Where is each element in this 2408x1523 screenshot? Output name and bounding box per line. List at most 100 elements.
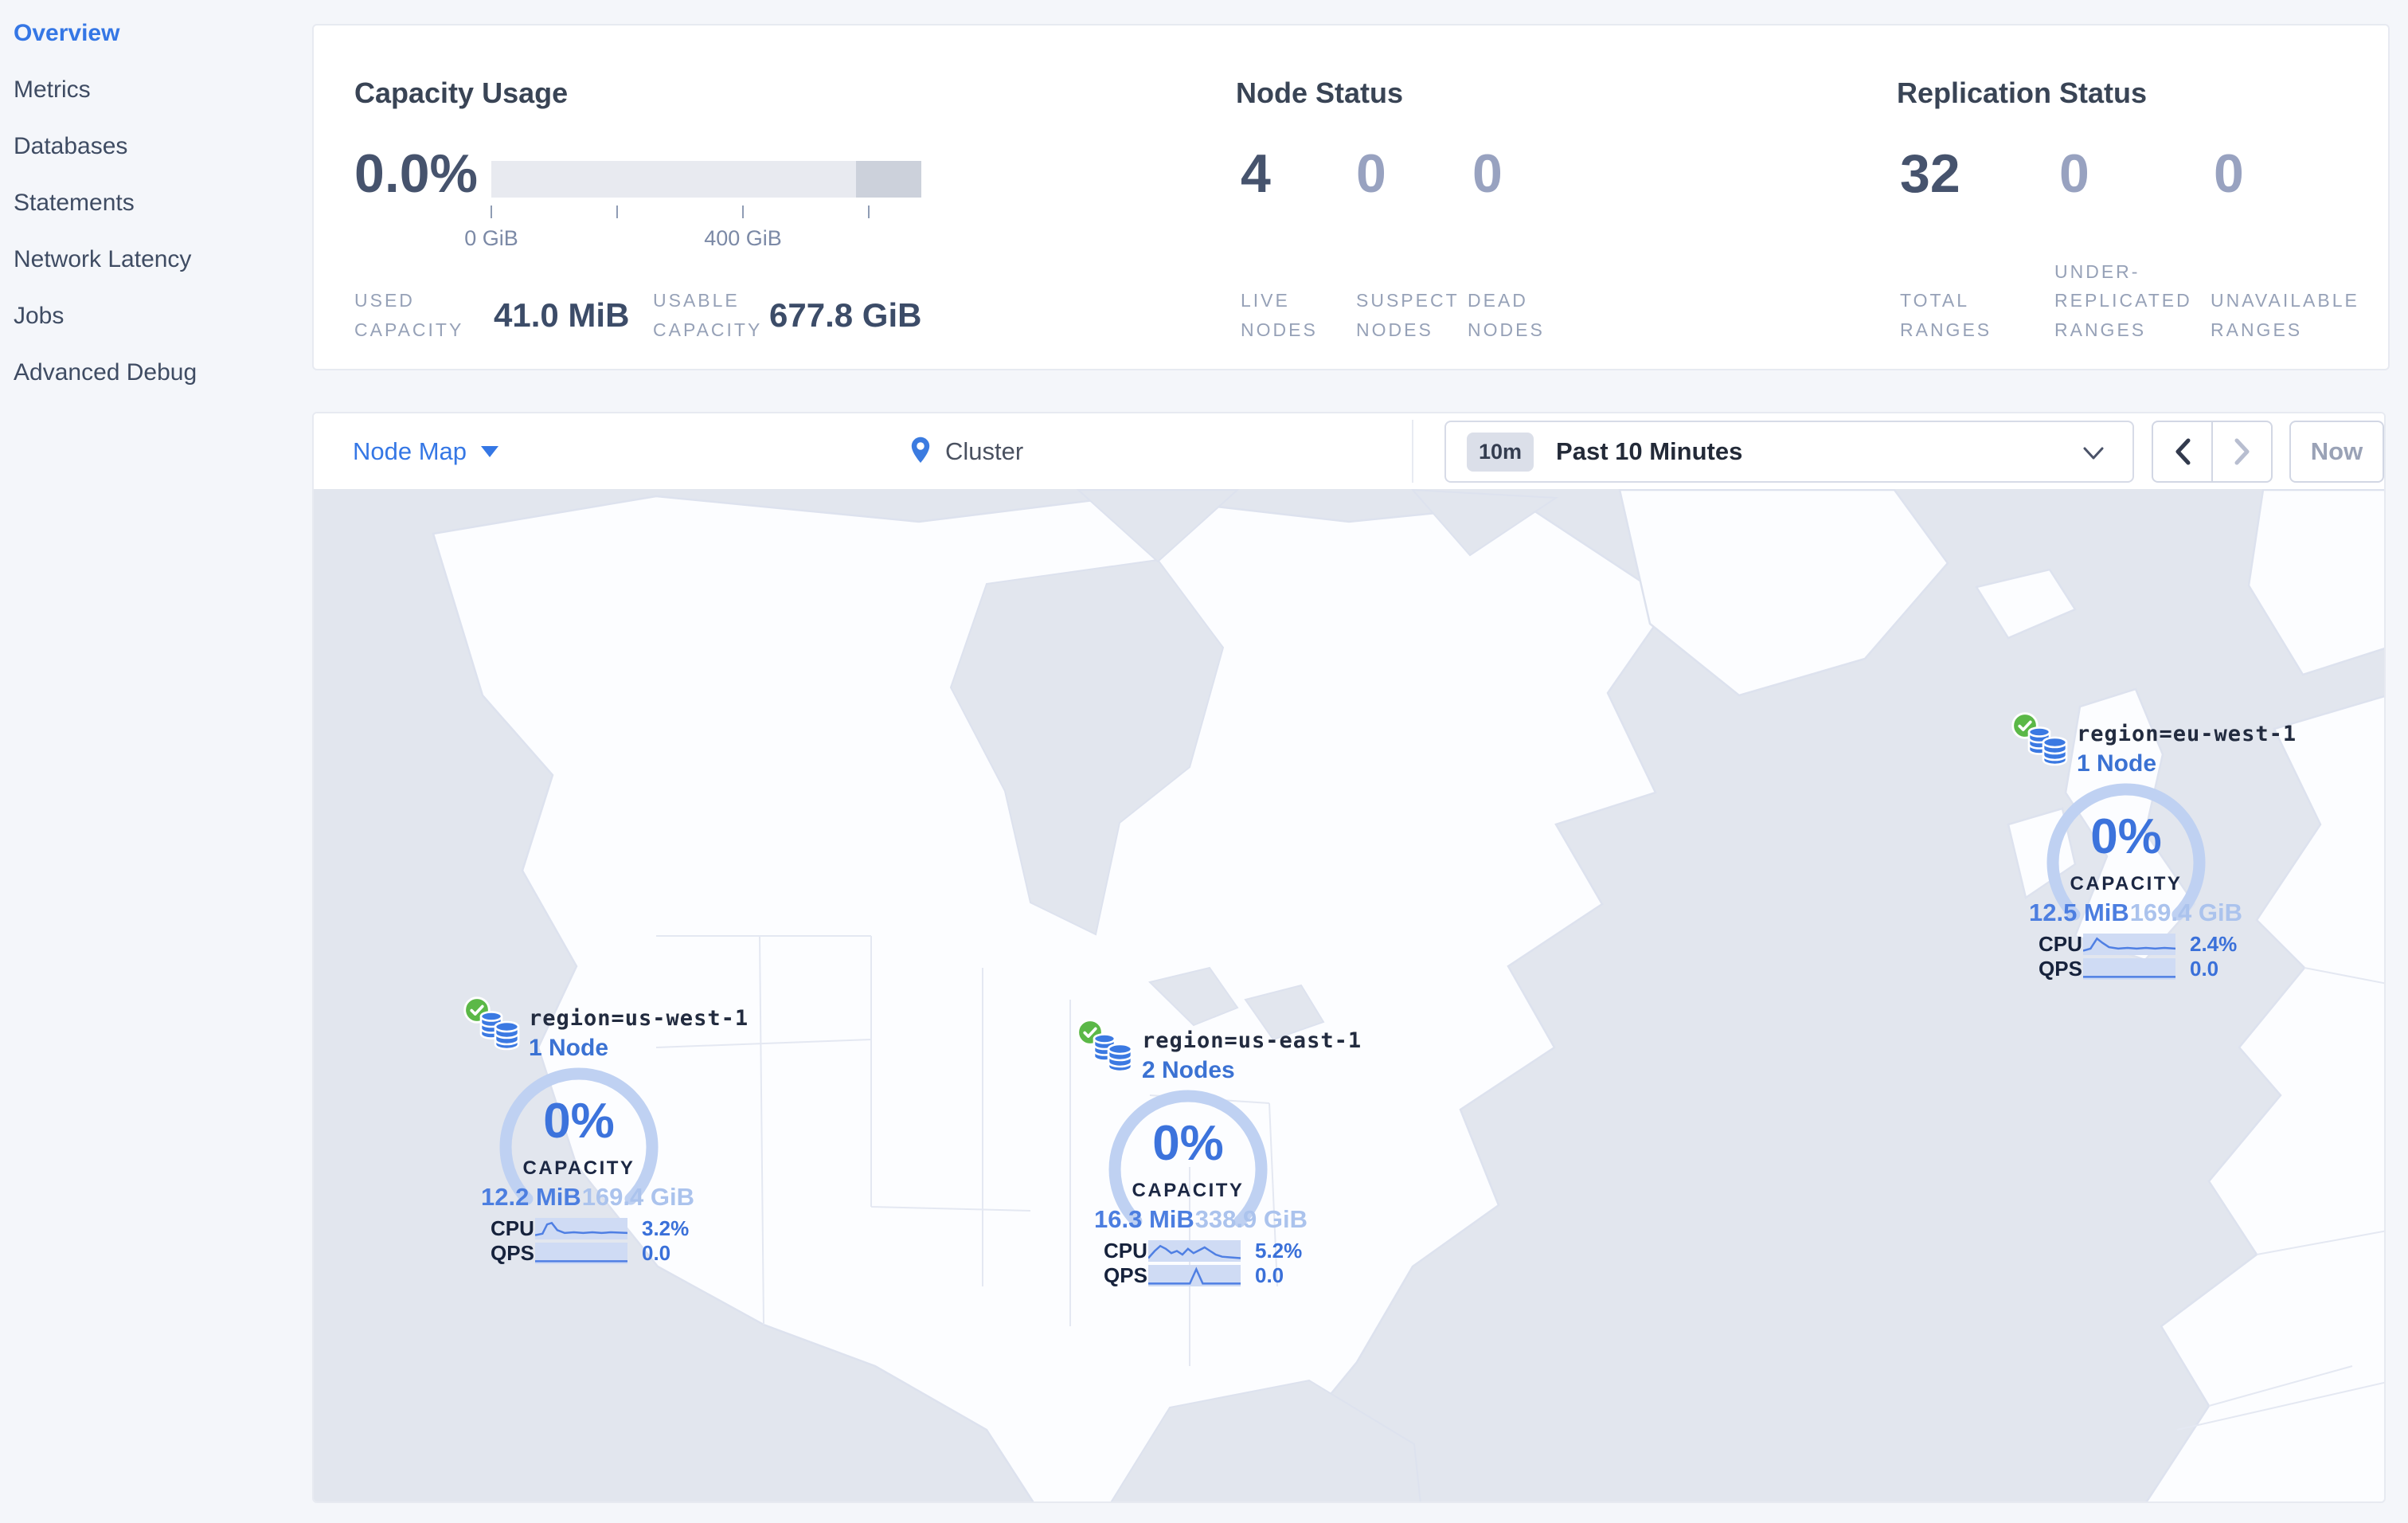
node-count-link[interactable]: 2 Nodes (1142, 1057, 1235, 1083)
live-nodes-label: LIVE NODES (1241, 290, 1318, 341)
under-replicated-ranges-label: UNDER-REPLICATED RANGES (2054, 260, 2192, 341)
axis-tick (616, 206, 618, 218)
previous-time-button[interactable] (2153, 422, 2213, 481)
qps-sparkline (1148, 1264, 1241, 1286)
qps-sparkline (2083, 957, 2175, 980)
capacity-usage-title: Capacity Usage (354, 76, 569, 109)
used-capacity: 12.5 MiB (2029, 899, 2129, 926)
replication-status-title: Replication Status (1897, 76, 2148, 109)
sidebar: Overview Metrics Databases Statements Ne… (0, 0, 312, 1523)
toolbar-divider (1412, 420, 1413, 483)
total-ranges-label: TOTAL RANGES (1900, 290, 1992, 341)
chevron-down-icon (2083, 447, 2104, 460)
node-count-link[interactable]: 1 Node (2077, 750, 2157, 777)
region-label[interactable]: region=us-west-1 (529, 1006, 749, 1031)
qps-label: QPS (491, 1240, 534, 1265)
capacity-minmax: 16.3 MiB 338.9 GiB (1094, 1205, 1308, 1234)
sidebar-item-network-latency[interactable]: Network Latency (14, 246, 192, 272)
world-map (432, 489, 2384, 1501)
cpu-label: CPU (2039, 931, 2082, 956)
used-capacity-value: 41.0 MiB (494, 296, 630, 334)
breadcrumb[interactable]: Cluster (907, 413, 1023, 489)
database-stack-icon (1093, 1033, 1133, 1073)
region-label[interactable]: region=eu-west-1 (2077, 722, 2297, 746)
cpu-sparkline (535, 1217, 627, 1239)
time-window-dropdown[interactable]: 10m Past 10 Minutes (1444, 421, 2134, 483)
node-marker-us-east-1[interactable]: region=us-east-1 2 Nodes 0% CAPACITY 16.… (1075, 1016, 1361, 1290)
usable-capacity-value: 677.8 GiB (769, 296, 922, 334)
capacity-gauge-arc (499, 1067, 659, 1223)
sidebar-item-jobs[interactable]: Jobs (14, 303, 64, 329)
suspect-nodes-count: 0 (1356, 143, 1386, 204)
usable-capacity-label: USABLE CAPACITY (653, 290, 763, 341)
database-stack-icon (479, 1011, 520, 1051)
node-marker-eu-west-1[interactable]: region=eu-west-1 1 Node 0% CAPACITY 12.5… (2010, 709, 2296, 984)
axis-tick-label: 400 GiB (704, 226, 782, 250)
used-capacity: 16.3 MiB (1094, 1205, 1194, 1233)
node-status-title: Node Status (1236, 76, 1404, 109)
capacity-usage-bar (491, 161, 921, 198)
total-capacity: 169.4 GiB (581, 1183, 694, 1211)
capacity-minmax: 12.5 MiB 169.4 GiB (2029, 899, 2242, 927)
unavailable-ranges-label: UNAVAILABLE RANGES (2211, 290, 2359, 341)
under-replicated-ranges-count: 0 (2059, 143, 2089, 204)
capacity-gauge-arc (2046, 783, 2206, 938)
node-map-card: Node Map Cluster 10m Past 10 Minutes (312, 412, 2386, 1503)
cpu-value: 5.2% (1255, 1238, 1303, 1263)
qps-value: 0.0 (642, 1240, 671, 1265)
region-label[interactable]: region=us-east-1 (1142, 1028, 1362, 1053)
dead-nodes-count: 0 (1472, 143, 1503, 204)
qps-metric-row: QPS 0.0 (1104, 1263, 1303, 1287)
node-count-link[interactable]: 1 Node (529, 1035, 609, 1061)
gauge-percent: 0% (1152, 1116, 1224, 1171)
axis-tick (868, 206, 870, 218)
qps-value: 0.0 (2190, 956, 2219, 981)
axis-tick-label: 0 GiB (464, 226, 518, 250)
capacity-usage-bar-segment (856, 161, 921, 198)
now-button[interactable]: Now (2289, 421, 2384, 483)
qps-metric-row: QPS 0.0 (491, 1240, 690, 1265)
breadcrumb-label: Cluster (945, 437, 1024, 465)
used-capacity: 12.2 MiB (481, 1183, 581, 1211)
sidebar-item-advanced-debug[interactable]: Advanced Debug (14, 359, 197, 386)
node-map[interactable]: region=us-west-1 1 Node 0% CAPACITY 12.2… (314, 489, 2384, 1501)
time-step-buttons (2152, 421, 2273, 483)
view-selector-dropdown[interactable]: Node Map (353, 413, 499, 489)
view-selector-label: Node Map (353, 437, 467, 465)
map-pin-icon (911, 437, 930, 463)
qps-label: QPS (1104, 1263, 1147, 1287)
gauge-capacity-label: CAPACITY (522, 1157, 635, 1179)
capacity-minmax: 12.2 MiB 169.4 GiB (481, 1183, 694, 1212)
total-ranges-count: 32 (1900, 143, 1960, 204)
database-stack-icon (2027, 726, 2068, 766)
cluster-summary-card: Capacity Usage 0.0% 0 GiB 400 GiB USED C… (312, 24, 2390, 370)
next-time-button[interactable] (2213, 422, 2271, 481)
sidebar-item-statements[interactable]: Statements (14, 190, 135, 216)
unavailable-ranges-count: 0 (2214, 143, 2244, 204)
total-capacity: 338.9 GiB (1194, 1205, 1308, 1233)
cpu-sparkline (2083, 933, 2175, 955)
gauge-percent: 0% (2090, 809, 2162, 864)
sidebar-item-overview[interactable]: Overview (14, 20, 120, 46)
total-capacity: 169.4 GiB (2129, 899, 2242, 926)
chevron-right-icon (2234, 438, 2249, 465)
used-capacity-label: USED CAPACITY (354, 290, 464, 341)
capacity-gauge-arc (1108, 1090, 1268, 1245)
map-toolbar: Node Map Cluster 10m Past 10 Minutes (314, 413, 2384, 489)
qps-sparkline (535, 1242, 627, 1264)
gauge-percent: 0% (543, 1094, 615, 1149)
qps-metric-row: QPS 0.0 (2039, 956, 2238, 981)
node-marker-us-west-1[interactable]: region=us-west-1 1 Node 0% CAPACITY 12.2… (462, 993, 748, 1268)
time-window-badge: 10m (1467, 432, 1534, 472)
chevron-left-icon (2175, 438, 2190, 465)
qps-value: 0.0 (1255, 1263, 1284, 1287)
cpu-value: 3.2% (642, 1216, 690, 1240)
dead-nodes-label: DEAD NODES (1468, 290, 1545, 341)
caret-down-icon (481, 445, 499, 457)
gauge-capacity-label: CAPACITY (1132, 1180, 1245, 1201)
cpu-sparkline (1148, 1239, 1241, 1262)
sidebar-item-metrics[interactable]: Metrics (14, 76, 91, 103)
qps-label: QPS (2039, 956, 2082, 981)
sidebar-item-databases[interactable]: Databases (14, 133, 128, 159)
gauge-capacity-label: CAPACITY (2070, 873, 2183, 895)
